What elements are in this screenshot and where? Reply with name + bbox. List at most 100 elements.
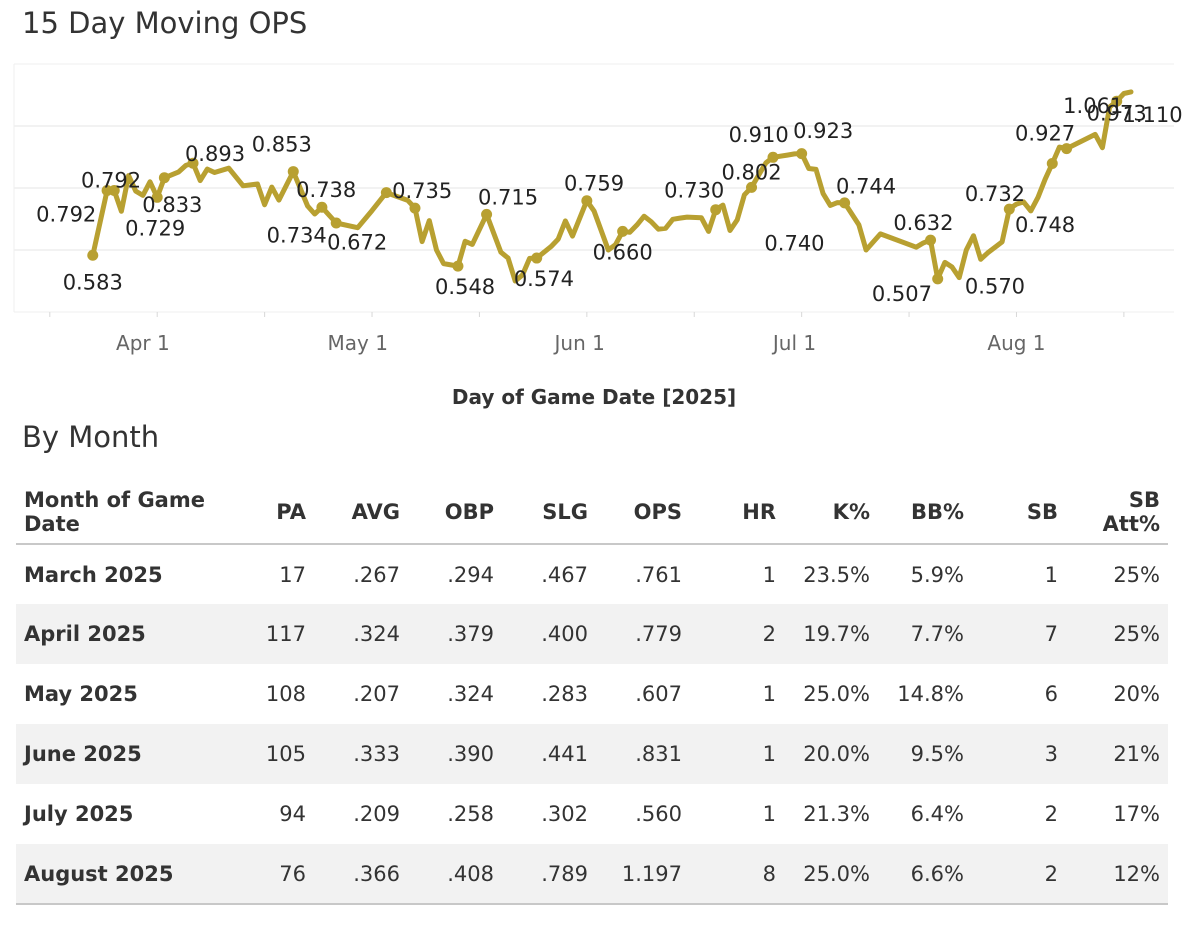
table-cell: .209 — [353, 802, 400, 826]
ops-data-point[interactable] — [581, 195, 593, 207]
x-tick-label: May 1 — [327, 331, 387, 355]
table-cell: 25% — [1066, 604, 1168, 664]
col-header-hr[interactable]: HR — [690, 480, 784, 545]
data-label: 0.735 — [392, 179, 452, 203]
ops-data-point[interactable] — [1061, 143, 1073, 155]
col-header-month[interactable]: Month of Game Date — [16, 480, 256, 545]
table-cell: 20.0% — [784, 724, 878, 784]
ops-data-point[interactable] — [925, 234, 937, 246]
table-cell: 21% — [1066, 724, 1168, 784]
col-header-avg[interactable]: AVG — [314, 480, 408, 545]
ops-data-point[interactable] — [1111, 95, 1123, 107]
ops-data-point[interactable] — [452, 260, 464, 272]
ops-data-point[interactable] — [316, 201, 328, 213]
table-cell: .467 — [541, 562, 588, 587]
data-label: 0.715 — [478, 185, 538, 209]
table-cell: 6 — [1044, 682, 1058, 706]
table-cell: .379 — [408, 604, 502, 664]
ops-line[interactable] — [90, 89, 1134, 284]
data-label: 0.740 — [764, 232, 824, 256]
ops-data-point[interactable] — [481, 208, 493, 220]
ops-series — [90, 89, 1134, 284]
table-cell: 25.0% — [803, 682, 870, 706]
table-cell: 1.197 — [596, 844, 690, 905]
col-header-obp[interactable]: OBP — [408, 480, 502, 545]
table-cell: .408 — [408, 844, 502, 905]
data-label: 0.759 — [564, 172, 624, 196]
row-month-label: March 2025 — [24, 562, 163, 587]
table-row: July 2025 94 .209 .258 .302 .560 1 21.3% 6.4% 2 17… — [16, 784, 1168, 844]
ops-data-point[interactable] — [187, 157, 199, 169]
table-cell: 2 — [972, 844, 1066, 905]
ops-data-point[interactable] — [932, 273, 944, 285]
table-cell: 6.6% — [878, 844, 972, 905]
monthly-stats-table: Month of Game Date PA AVG OBP SLG OPS HR… — [16, 480, 1168, 905]
table-cell: .789 — [502, 844, 596, 905]
row-month-label: July 2025 — [24, 802, 134, 826]
ops-data-point[interactable] — [87, 249, 99, 261]
table-header-row: Month of Game Date PA AVG OBP SLG OPS HR… — [16, 480, 1168, 545]
col-header-ops[interactable]: OPS — [596, 480, 690, 545]
table-cell: .302 — [541, 802, 588, 826]
ops-data-point[interactable] — [330, 217, 342, 229]
data-label: 0.927 — [1015, 122, 1075, 146]
ops-data-point[interactable] — [1046, 158, 1058, 170]
ops-data-point[interactable] — [380, 187, 392, 199]
col-header-sb[interactable]: SB — [972, 480, 1066, 545]
col-header-bb-pct[interactable]: BB% — [878, 480, 972, 545]
ops-data-point[interactable] — [767, 151, 779, 163]
data-label: 0.738 — [296, 178, 356, 202]
table-cell: 1 — [762, 562, 776, 587]
data-label: 0.792 — [81, 169, 141, 193]
ops-data-point[interactable] — [1003, 203, 1015, 215]
table-cell: 117 — [256, 604, 314, 664]
table-cell: 6.4% — [910, 802, 964, 826]
table-cell: 9.5% — [878, 724, 972, 784]
table-title: By Month — [22, 420, 160, 454]
table-cell: .560 — [635, 802, 682, 826]
ops-data-point[interactable] — [710, 204, 722, 216]
table-cell: .761 — [635, 562, 682, 587]
ops-data-point[interactable] — [531, 252, 543, 264]
table-row: May 2025 108 .207 .324 .283 .607 1 25.0% 14.8% 6 2… — [16, 664, 1168, 724]
ops-data-point[interactable] — [287, 166, 299, 178]
table-cell: .267 — [353, 562, 400, 587]
x-tick-label: Jul 1 — [771, 331, 816, 355]
ops-data-point[interactable] — [409, 202, 421, 214]
table-row: August 2025 76.366.408.789 1.197 8 25.0% 6.6%… — [16, 844, 1168, 905]
table-cell: .831 — [596, 724, 690, 784]
data-label: 0.744 — [836, 174, 896, 198]
table-cell: 2 — [1044, 802, 1058, 826]
col-header-pa[interactable]: PA — [256, 480, 314, 545]
x-axis-title: Day of Game Date [2025] — [452, 385, 736, 409]
col-header-slg[interactable]: SLG — [502, 480, 596, 545]
data-label: 0.729 — [125, 216, 185, 240]
data-label: 0.833 — [142, 193, 202, 217]
col-header-k-pct[interactable]: K% — [784, 480, 878, 545]
table-cell: 2 — [690, 604, 784, 664]
ops-data-point[interactable] — [746, 181, 758, 193]
ops-data-point[interactable] — [151, 191, 163, 203]
table-cell: 1 — [762, 682, 776, 706]
data-label: 0.893 — [185, 142, 245, 166]
data-label: 0.732 — [965, 182, 1025, 206]
table-cell: 17 — [279, 562, 306, 587]
table-row: March 2025 17 .267 .294 .467 .761 1 23.5% 5.9% 1 2… — [16, 544, 1168, 604]
ops-data-point[interactable] — [839, 197, 851, 209]
table-cell: .258 — [447, 802, 494, 826]
data-label: 0.853 — [252, 133, 312, 157]
ops-data-point[interactable] — [108, 184, 120, 196]
table-cell: 105 — [256, 724, 314, 784]
gridlines — [13, 63, 1174, 313]
col-header-sb-att-pct[interactable]: SB Att% — [1066, 480, 1168, 545]
data-label: 0.672 — [327, 231, 387, 255]
ops-data-point[interactable] — [617, 225, 629, 237]
data-label: 0.923 — [793, 119, 853, 143]
ops-data-point[interactable] — [158, 172, 170, 184]
table-row: April 2025 117.324.379.400.779 2 19.7% 7.7% 7… — [16, 604, 1168, 664]
table-cell: 17% — [1113, 802, 1160, 826]
table-cell: 19.7% — [784, 604, 878, 664]
table-cell: .324 — [314, 604, 408, 664]
ops-data-point[interactable] — [796, 148, 808, 160]
chart-title: 15 Day Moving OPS — [22, 6, 308, 40]
